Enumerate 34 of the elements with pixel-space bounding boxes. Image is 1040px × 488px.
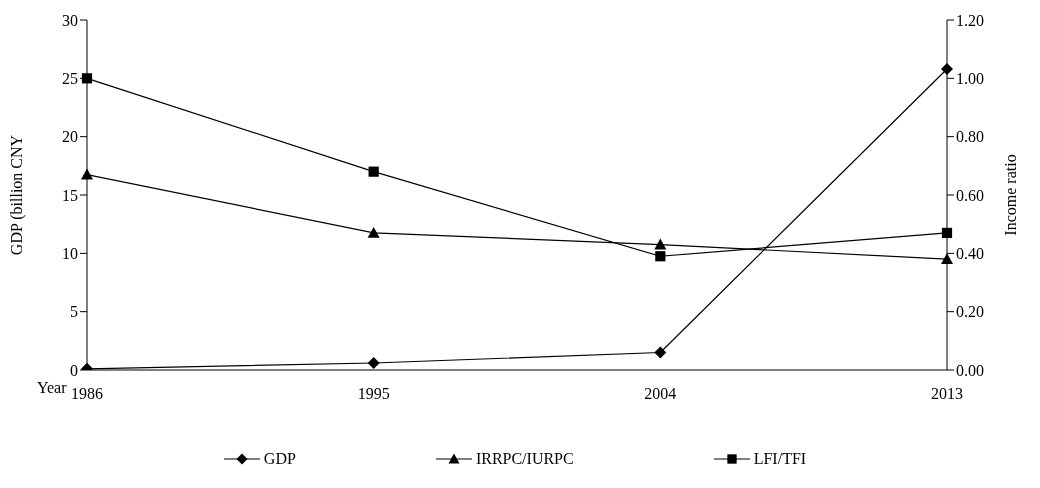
point [655,251,666,262]
y2-axis-title: Income ratio [1001,154,1019,236]
y-tick-label: 25 [62,70,78,88]
y-tick-label: 0 [70,361,78,379]
x-tick-label: 1995 [357,385,390,403]
point [654,346,667,359]
legend-label: GDP [263,450,296,468]
y-tick-label: 30 [62,11,78,29]
y2-tick-label: 0.80 [956,128,984,146]
y2-tick-label: 0.00 [956,361,984,379]
y2-tick-label: 1.20 [956,11,984,29]
y-tick-label: 5 [70,303,78,321]
point [81,168,93,180]
y-axis-title: GDP (billion CNY [7,134,26,256]
point [368,166,379,177]
x-tick-label: 2013 [931,385,963,403]
y2-tick-label: 0.60 [956,186,984,204]
x-tick-label: 2004 [644,385,677,403]
x-axis-title: Year [37,379,68,397]
point [367,357,380,369]
legend-label: LFI/TFI [753,450,807,468]
point [367,226,380,238]
y2-tick-label: 0.40 [956,245,984,263]
y-tick-label: 10 [62,245,78,263]
y2-tick-label: 0.20 [956,303,984,321]
y-tick-label: 15 [62,186,78,204]
point [941,227,953,239]
point [654,238,667,250]
point [941,253,953,264]
y-tick-label: 20 [62,128,78,146]
x-tick-label: 1986 [71,385,103,403]
legend-label: IRRPC/IURPC [475,450,574,468]
point [941,63,953,75]
y2-tick-label: 1.00 [956,70,984,88]
